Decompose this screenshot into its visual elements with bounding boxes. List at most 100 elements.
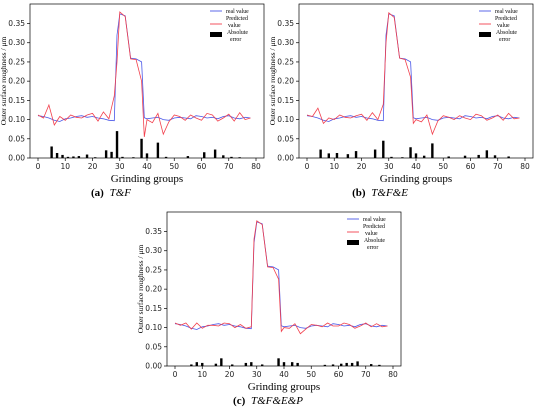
x-tick-label: 60 <box>197 162 207 171</box>
error-bar <box>340 363 343 366</box>
error-bar <box>85 154 89 158</box>
y-tick-label: 0.20 <box>277 77 294 86</box>
error-bar <box>121 156 124 158</box>
chart-c: 0 10 20 30 40 50 60 70 80 0.00 0.05 0.10 0.15 0.20 0.2… <box>136 211 402 393</box>
y-tick-label: 0.35 <box>145 227 162 236</box>
x-tick-label: 50 <box>169 162 179 171</box>
caption-a-letter: (a) <box>91 187 104 199</box>
x-tick-label: 20 <box>225 370 235 379</box>
caption-b-name: T&F&E <box>371 187 408 199</box>
x-axis-label: Grinding groups <box>111 173 183 185</box>
legend-predicted-label: Predicted <box>226 16 248 22</box>
error-bar <box>356 361 359 366</box>
y-tick-label: 0.00 <box>277 154 294 163</box>
y-tick-label: 0.15 <box>145 304 162 313</box>
error-bar <box>186 156 190 158</box>
x-tick-label: 30 <box>252 370 262 379</box>
y-tick-label: 0.30 <box>8 38 25 47</box>
y-tick-label: 0.35 <box>277 19 294 28</box>
error-bar <box>485 150 489 158</box>
x-tick-label: 60 <box>466 162 476 171</box>
error-bar <box>61 154 64 158</box>
error-bar <box>350 362 354 366</box>
error-bar <box>335 153 339 158</box>
legend-error-label: Absolute <box>227 30 248 36</box>
x-tick-label: 80 <box>388 370 398 379</box>
error-bar <box>463 155 467 158</box>
x-tick-label: 10 <box>197 370 207 379</box>
error-bar <box>390 156 393 158</box>
x-tick-label: 70 <box>361 370 371 379</box>
error-bar <box>66 156 70 158</box>
error-bar <box>327 153 330 158</box>
x-tick-label: 80 <box>520 162 530 171</box>
caption-b-letter: (b) <box>352 187 366 199</box>
x-tick-label: 0 <box>173 370 178 379</box>
error-bar <box>354 151 358 158</box>
error-bar <box>401 157 404 158</box>
x-tick-label: 40 <box>279 370 289 379</box>
error-bar <box>164 156 168 158</box>
x-tick-label: 30 <box>115 162 125 171</box>
x-tick-label: 70 <box>493 162 503 171</box>
error-bar <box>431 143 434 158</box>
error-bar <box>77 156 81 158</box>
error-bar <box>296 362 299 366</box>
predicted-value-line <box>174 220 388 335</box>
error-bar <box>277 358 280 366</box>
x-tick-label: 0 <box>36 162 41 171</box>
x-tick-label: 40 <box>411 162 421 171</box>
y-tick-label: 0.05 <box>277 134 294 143</box>
x-tick-label: 60 <box>334 370 344 379</box>
error-bar <box>222 155 225 158</box>
legend-predicted-label: Predicted <box>495 16 517 22</box>
error-bar <box>244 362 248 366</box>
y-tick-label: 0.25 <box>277 57 294 66</box>
error-bar <box>370 364 373 366</box>
error-bar <box>203 152 206 158</box>
error-bar <box>319 149 322 158</box>
x-tick-label: 50 <box>438 162 448 171</box>
legend-error-swatch <box>347 240 359 245</box>
legend-predicted-label-2: value <box>365 231 378 237</box>
x-tick-label: 30 <box>384 162 394 171</box>
error-bar <box>493 155 497 158</box>
error-bar <box>477 154 480 158</box>
error-bar <box>323 364 327 366</box>
legend-error-swatch <box>210 32 222 37</box>
error-bar <box>331 364 335 366</box>
error-bar <box>346 154 350 158</box>
error-bar <box>238 157 241 158</box>
legend-real-label: real value <box>495 9 518 15</box>
error-bar <box>230 156 233 158</box>
error-bar <box>220 358 223 366</box>
error-bar <box>50 146 53 158</box>
error-bar <box>373 149 377 158</box>
error-bar <box>145 153 149 158</box>
caption-c-letter: (c) <box>233 395 246 407</box>
error-bar <box>55 153 59 158</box>
error-bar <box>214 363 218 366</box>
error-bar <box>156 142 160 158</box>
error-bar <box>507 156 510 158</box>
predicted-value-line <box>306 11 520 136</box>
y-axis-label: Outer surface roughness / μm <box>268 37 277 126</box>
x-tick-label: 50 <box>306 370 316 379</box>
caption-a-name: T&F <box>110 187 132 199</box>
error-bar <box>290 362 294 366</box>
y-tick-label: 0.00 <box>145 362 162 371</box>
error-bar <box>94 157 97 158</box>
legend-error-label-2: error <box>499 37 510 43</box>
x-axis-label: Grinding groups <box>380 173 452 185</box>
error-bar <box>104 150 108 158</box>
legend-real-label: real value <box>226 9 249 15</box>
y-tick-label: 0.10 <box>8 115 25 124</box>
legend-error-label-2: error <box>230 37 241 43</box>
y-tick-label: 0.25 <box>145 265 162 274</box>
x-tick-label: 10 <box>60 162 70 171</box>
error-bar <box>447 156 450 158</box>
caption-b: (b) T&F&E <box>352 187 408 199</box>
legend-predicted-label-2: value <box>497 23 510 29</box>
real-value-line <box>174 221 388 330</box>
x-tick-label: 10 <box>329 162 339 171</box>
